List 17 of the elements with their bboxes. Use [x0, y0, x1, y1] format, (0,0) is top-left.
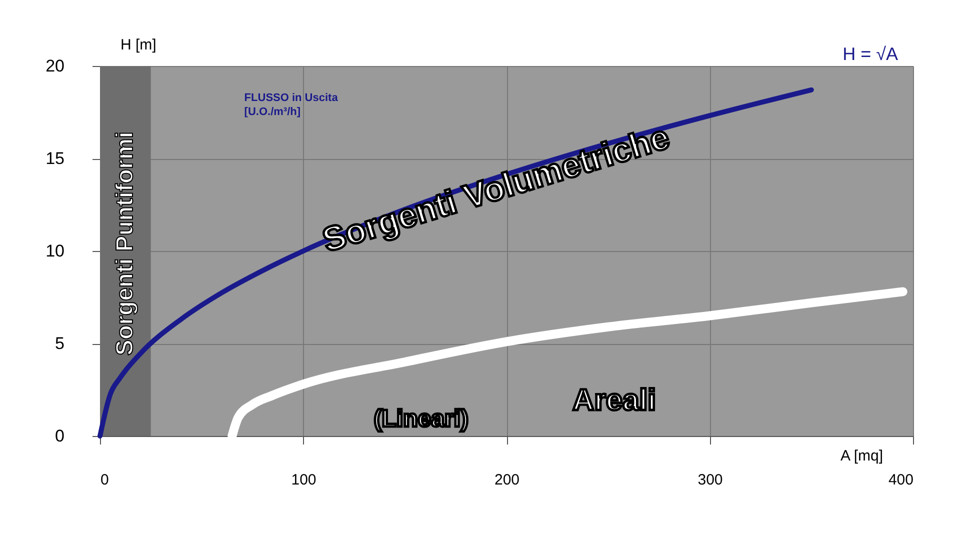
band-label: Sorgenti Puntiformi — [111, 132, 138, 356]
y-axis-title: H [m] — [120, 36, 156, 54]
x-axis-title: A [mq] — [840, 448, 884, 464]
y-tick-label: 5 — [55, 334, 64, 353]
text: H = √A — [842, 44, 898, 64]
y-tick-label: 0 — [55, 426, 64, 446]
annotation: (Lineari) — [374, 405, 468, 432]
y-tick-label: 10 — [46, 242, 64, 260]
x-tick-label: 0 — [100, 472, 109, 488]
annotation: Areali — [572, 384, 656, 417]
y-tick-label: 20 — [46, 56, 64, 76]
x-tick-label: 400 — [888, 472, 914, 488]
x-tick-label: 200 — [494, 472, 520, 488]
x-tick-label: 100 — [291, 472, 316, 488]
y-tick-label: 15 — [46, 149, 64, 168]
x-tick-label: 300 — [698, 472, 723, 488]
annotation: FLUSSO in Uscita [U.O./m³/h] — [244, 92, 339, 118]
